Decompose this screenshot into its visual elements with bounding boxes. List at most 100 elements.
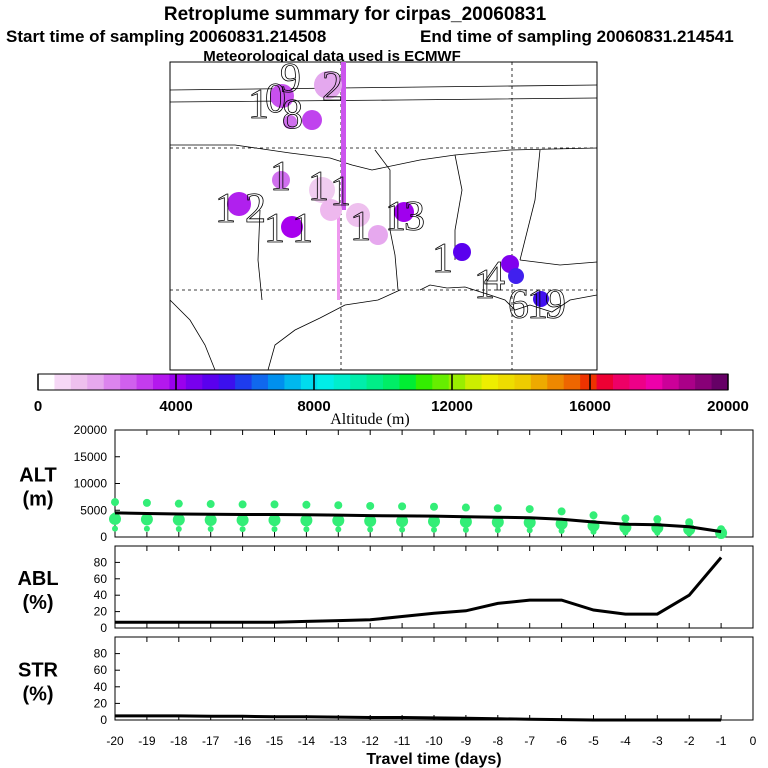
colorbar-cell	[268, 374, 285, 390]
map-gridlines	[170, 62, 597, 370]
altitude-dot	[206, 500, 215, 509]
plume-column-upper	[341, 62, 346, 210]
plume-dot	[281, 216, 303, 238]
map-boundaries	[169, 84, 598, 371]
y-tick-label: 80	[94, 555, 108, 569]
colorbar-cell	[333, 374, 351, 390]
colorbar: 0 4000 8000 12000 16000 20000 Altitude (m)	[34, 373, 749, 428]
x-tick-label: -8	[492, 734, 503, 748]
day-label: 6	[508, 282, 529, 328]
y-tick-label: 20	[94, 696, 108, 710]
altitude-dot	[715, 526, 728, 539]
altitude-dot	[268, 514, 281, 527]
x-tick-label: -6	[556, 734, 567, 748]
altitude-dot	[367, 526, 374, 533]
colorbar-tick-label: 12000	[431, 398, 473, 415]
day-label: 0	[265, 76, 286, 122]
met-data-label: Meteorological data used is ECMWF	[203, 48, 461, 65]
altitude-line	[114, 511, 722, 534]
x-tick-label: -2	[684, 734, 695, 748]
altitude-dot	[140, 513, 153, 526]
plume-dot	[533, 291, 549, 307]
altitude-dot	[526, 527, 533, 534]
day-label: 1	[432, 236, 453, 282]
day-label: 1	[215, 186, 236, 232]
altitude-dot	[303, 526, 310, 533]
altitude-dot	[493, 504, 502, 513]
altitude-dot	[236, 514, 249, 527]
altitude-dot	[523, 516, 536, 529]
x-tick-label: -12	[362, 734, 380, 748]
colorbar-cell	[613, 374, 630, 390]
y-tick-label: 0	[100, 530, 107, 544]
colorbar-cell	[530, 374, 548, 390]
altitude-dot	[111, 498, 119, 507]
colorbar-label: Altitude (m)	[330, 411, 410, 428]
day-label: 8	[282, 92, 303, 138]
x-tick-label: -20	[106, 734, 124, 748]
x-axis-label: Travel time (days)	[366, 751, 501, 768]
colorbar-cell	[514, 374, 532, 390]
altitude-dot	[525, 505, 534, 514]
day-label: 1	[527, 282, 548, 328]
day-label: 1	[350, 204, 371, 250]
altitude-dot	[239, 526, 246, 533]
x-tick-label: -15	[266, 734, 284, 748]
altitude-dot	[589, 511, 598, 520]
altitude-dot	[557, 507, 566, 516]
y-tick-label: 15000	[74, 450, 108, 464]
altitude-dot	[142, 498, 151, 507]
altitude-dot	[174, 499, 183, 508]
y-tick-label: 60	[94, 572, 108, 586]
day-label: 1	[330, 169, 351, 215]
y-tick-label: 20	[94, 605, 108, 619]
map-day-labels: 1 8 9 2 0 1 2 1 1 1 1 1 3 1 4 1 6 1 9 1 …	[215, 56, 567, 329]
day-label: 1	[474, 262, 495, 308]
x-tick-label: -3	[652, 734, 663, 748]
altitude-dot	[364, 514, 377, 527]
x-tick-label: -9	[461, 734, 472, 748]
plume-dot	[453, 243, 471, 261]
altitude-panel: 20000 15000 10000 5000 0 ALT(m)	[19, 423, 754, 544]
x-tick-label: -14	[298, 734, 316, 748]
colorbar-cell	[153, 374, 170, 390]
day-label: 2	[245, 186, 266, 232]
colorbar-cell	[317, 374, 335, 390]
colorbar-cell	[629, 374, 647, 390]
altitude-dot	[430, 502, 438, 511]
plume-dot	[270, 84, 294, 108]
end-time-label: End time of sampling 20060831.214541	[420, 27, 734, 46]
day-label: 3	[404, 194, 425, 240]
x-tick-label: -13	[330, 734, 348, 748]
figure-title: Retroplume summary for cirpas_20060831	[164, 4, 547, 25]
altitude-dot	[175, 525, 182, 532]
colorbar-ticks: 0 4000 8000 12000 16000 20000	[34, 374, 749, 415]
altitude-dot	[270, 500, 279, 509]
colorbar-cell	[383, 374, 400, 390]
day-label: 1	[385, 194, 406, 240]
colorbar-cell	[136, 374, 154, 390]
plume-dot	[314, 71, 342, 99]
day-label: 2	[322, 64, 343, 110]
colorbar-tick-label: 8000	[297, 398, 330, 415]
plume-dot	[272, 171, 290, 189]
x-tick-label: -4	[620, 734, 631, 748]
plume-dot	[309, 177, 335, 203]
colorbar-cell	[350, 374, 368, 390]
abl-frame	[114, 545, 754, 629]
altitude-ylabel: ALT	[19, 465, 56, 487]
plume-dot	[346, 203, 370, 227]
colorbar-cell	[366, 374, 384, 390]
altitude-dot	[461, 503, 470, 512]
colorbar-cell	[399, 374, 417, 390]
altitude-dot	[172, 513, 185, 526]
colorbar-cell	[54, 374, 72, 390]
abl-ylabel: ABL	[17, 568, 58, 590]
colorbar-cell	[465, 374, 483, 390]
day-label: 1	[264, 206, 285, 252]
altitude-dot	[653, 515, 662, 524]
altitude-dot	[332, 514, 345, 527]
colorbar-cell	[678, 374, 696, 390]
